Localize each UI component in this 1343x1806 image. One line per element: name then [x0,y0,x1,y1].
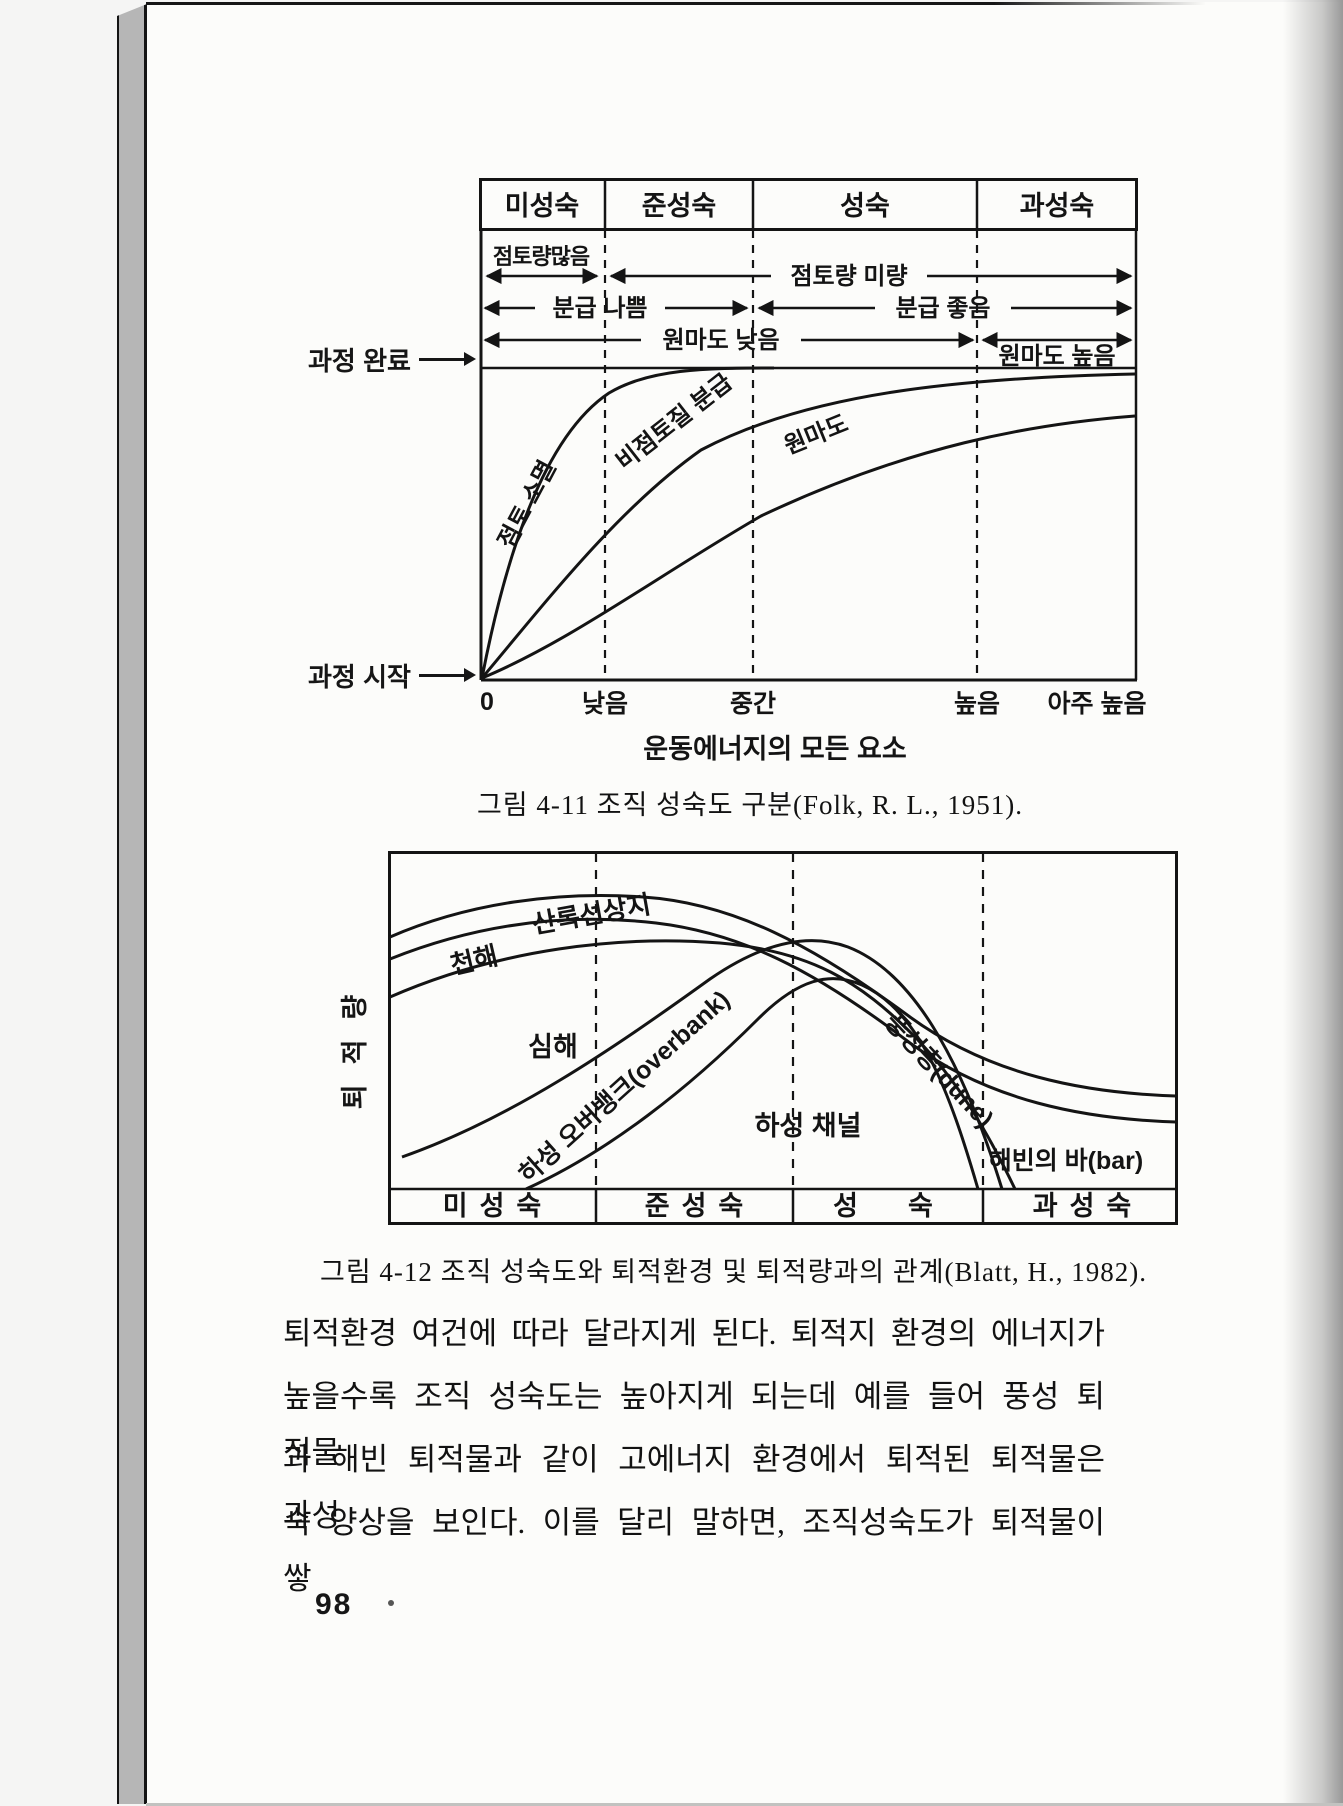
ink-speck [388,1600,394,1606]
body-line-4: 숙 양상을 보인다. 이를 달리 말하면, 조직성숙도가 퇴적물이 쌓 [283,1505,1105,1596]
sorting-good-label: 분급 좋음 [896,295,991,322]
stage-boundary-dashes [603,230,979,680]
process-start-label: 과정 시작 [308,662,411,692]
row-submature: 준성숙 [645,1191,756,1221]
dune-label: 풍성층(dune) [879,1008,999,1133]
curve-rounding-label: 원마도 [780,410,852,460]
header-immature: 미성숙 [505,191,580,221]
curve-alluvial-fan-bottom [389,917,1177,1124]
maturity-header-table: 미성숙 준성숙 성숙 과성숙 [479,178,1138,231]
body-line-3: 과 해빈 퇴적물과 같이 고에너지 환경에서 퇴적된 퇴적물은 과성 [283,1442,1105,1533]
body-line-1: 퇴적환경 여건에 따라 달라지게 된다. 퇴적지 환경의 에너지가 [283,1316,1105,1351]
beach-bar-label: 해빈의 바(bar) [989,1147,1144,1175]
x-tick-mid: 중간 [730,690,776,718]
page-bottom-edge [146,1803,1343,1806]
header-supermature: 과성숙 [1020,191,1095,221]
body-paragraph: 퇴적환경 여건에 따라 달라지게 된다. 퇴적지 환경의 에너지가 높을수록 조… [283,1306,1105,1596]
book-spine-edge [117,4,147,1804]
x-tick-low: 낮음 [582,690,628,718]
curve-clay-loss-label: 점토 소멸 [493,456,561,553]
curve-rounding [481,414,1136,680]
figure-4-12-y-axis-label: 퇴적량 [339,974,370,1110]
process-start-pointer: 과정 시작 [308,657,476,694]
right-arrow-icon [418,352,476,366]
curve-shallow-sea-bottom [389,939,1017,1190]
process-complete-label: 과정 완료 [308,346,411,376]
curve-overbank-bottom [525,977,980,1191]
fluvial-channel-label: 하성 채널 [755,1111,862,1141]
x-tick-labels: 0 낮음 중간 높음 아주 높음 [480,688,1146,718]
x-axis-title: 운동에너지의 모든 요소 [643,734,906,764]
page-top-edge [146,2,1206,5]
curve-clay-loss [480,366,775,679]
rounding-high-label: 원마도 높음 [998,343,1115,370]
row-mature: 성숙 [833,1191,983,1221]
curve-alluvial-fan-top [389,894,1177,1098]
row-immature: 미성숙 [443,1191,554,1221]
maturity-row: 미성숙 준성숙 성숙 과성숙 [390,1187,1176,1223]
x-tick-very-high: 아주 높음 [1048,690,1147,718]
header-mature: 성숙 [840,191,890,221]
figure-4-11-maturity-chart: 미성숙 준성숙 성숙 과성숙 점토량많음 점토량 미량 분급 나쁨 분급 좋음 … [479,178,1146,764]
body-line-2: 높을수록 조직 성숙도는 높아지게 되는데 예를 들어 풍성 퇴적물 [283,1379,1105,1470]
figure-4-12-caption: 그림 4-12 조직 성숙도와 퇴적환경 및 퇴적량과의 관계(Blatt, H… [320,1257,1148,1287]
x-tick-0: 0 [480,688,494,716]
clay-trace-label: 점토량 미량 [790,263,907,290]
curve-overbank-top [401,939,1004,1190]
page-curl-shadow [1283,0,1343,1806]
header-submature: 준성숙 [642,191,717,221]
right-arrow-icon [418,668,476,682]
rounding-low-label: 원마도 낮음 [662,327,779,354]
sorting-poor-label: 분급 나쁨 [553,295,648,322]
figure-4-12-environment-chart: 산록선상지 천해 심해 하성 오버뱅크(overbank) 하성 채널 풍성층(… [388,851,1178,1225]
curve-nonclay-sorting-label: 비점토질 분급 [611,369,737,476]
deep-sea-label: 심해 [528,1032,578,1062]
figure-4-11-caption: 그림 4-11 조직 성숙도 구분(Folk, R. L., 1951). [476,790,1024,820]
process-complete-pointer: 과정 완료 [308,341,476,378]
row-supermature: 과성숙 [1033,1191,1144,1221]
shallow-sea-label: 천해 [447,940,500,980]
x-tick-high: 높음 [954,690,1000,718]
figure-4-12-border [388,851,1178,1225]
curve-nonclay-sorting [480,372,1136,679]
clay-much-label: 점토량많음 [493,244,590,269]
page-number: 98 [315,1588,353,1621]
